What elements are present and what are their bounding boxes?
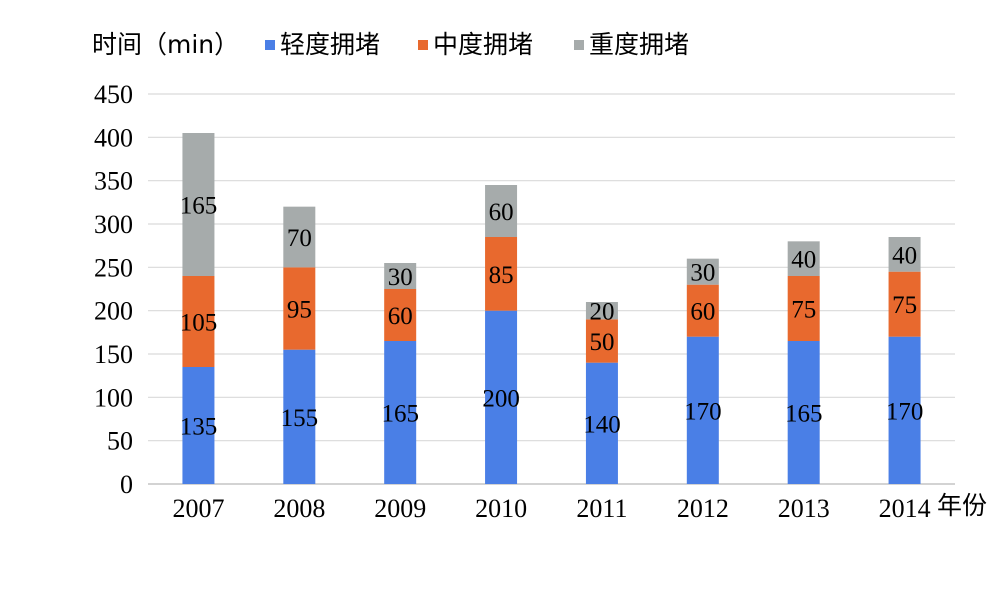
bar-moderate-2014 bbox=[888, 271, 921, 337]
bar-heavy-2011 bbox=[585, 302, 618, 320]
legend-label-heavy: 重度拥堵 bbox=[589, 30, 689, 59]
y-tick-label: 450 bbox=[94, 80, 133, 109]
data-label-heavy-2013: 40 bbox=[791, 247, 816, 274]
y-tick-label: 100 bbox=[94, 383, 133, 412]
data-label-heavy-2007: 165 bbox=[180, 193, 218, 220]
data-label-moderate-2010: 85 bbox=[489, 262, 514, 289]
bar-light-2007 bbox=[182, 367, 215, 484]
data-label-light-2011: 140 bbox=[583, 411, 621, 438]
x-tick-label: 2007 bbox=[172, 494, 224, 523]
x-axis-unit: 年份 bbox=[937, 491, 987, 520]
data-label-moderate-2008: 95 bbox=[287, 297, 312, 324]
bar-light-2008 bbox=[283, 349, 316, 484]
bar-moderate-2009 bbox=[384, 289, 417, 341]
bar-heavy-2013 bbox=[787, 241, 820, 276]
x-tick-label: 2010 bbox=[475, 494, 527, 523]
x-axis-ticks: 2007 2008 2009 2010 2011 2012 2013 2014 bbox=[172, 494, 930, 523]
legend: 轻度拥堵 中度拥堵 重度拥堵 bbox=[265, 30, 689, 59]
y-tick-label: 350 bbox=[94, 167, 133, 196]
y-tick-label: 400 bbox=[94, 123, 133, 152]
x-tick-label: 2014 bbox=[879, 494, 931, 523]
data-label-moderate-2012: 60 bbox=[690, 299, 715, 326]
bar-heavy-2012 bbox=[686, 258, 719, 285]
bar-light-2013 bbox=[787, 341, 820, 484]
x-tick-label: 2012 bbox=[677, 494, 729, 523]
data-label-light-2014: 170 bbox=[886, 398, 924, 425]
data-label-moderate-2007: 105 bbox=[180, 310, 218, 337]
data-label-heavy-2012: 30 bbox=[690, 260, 715, 287]
bars bbox=[182, 133, 921, 484]
data-label-light-2012: 170 bbox=[684, 398, 722, 425]
bar-heavy-2009 bbox=[384, 263, 417, 289]
y-tick-label: 0 bbox=[120, 470, 133, 499]
data-label-moderate-2009: 60 bbox=[388, 303, 413, 330]
data-label-moderate-2011: 50 bbox=[589, 329, 614, 356]
bar-light-2014 bbox=[888, 336, 921, 484]
y-axis-title: 时间（min） bbox=[92, 30, 239, 59]
y-tick-label: 150 bbox=[94, 340, 133, 369]
legend-label-light: 轻度拥堵 bbox=[280, 30, 380, 59]
y-tick-label: 300 bbox=[94, 210, 133, 239]
bar-heavy-2008 bbox=[283, 206, 316, 268]
legend-swatch-heavy bbox=[574, 40, 584, 50]
data-label-moderate-2013: 75 bbox=[791, 297, 816, 324]
x-tick-label: 2013 bbox=[778, 494, 830, 523]
bar-heavy-2010 bbox=[485, 185, 518, 237]
bar-moderate-2010 bbox=[485, 237, 518, 311]
data-label-heavy-2011: 20 bbox=[589, 299, 614, 326]
data-label-heavy-2008: 70 bbox=[287, 225, 312, 252]
bar-moderate-2007 bbox=[182, 276, 215, 367]
bar-heavy-2007 bbox=[182, 133, 215, 276]
bar-light-2010 bbox=[485, 310, 518, 484]
data-label-heavy-2010: 60 bbox=[489, 199, 514, 226]
data-label-light-2008: 155 bbox=[281, 405, 319, 432]
data-labels: 135 105 165 155 95 70 165 60 30 200 85 60 140 50 20 170… bbox=[180, 193, 924, 441]
data-label-heavy-2014: 40 bbox=[892, 242, 917, 269]
y-tick-label: 50 bbox=[107, 427, 133, 456]
bar-moderate-2013 bbox=[787, 276, 820, 341]
data-label-moderate-2014: 75 bbox=[892, 292, 917, 319]
bar-moderate-2012 bbox=[686, 284, 719, 337]
bar-moderate-2008 bbox=[283, 267, 316, 350]
x-tick-label: 2008 bbox=[273, 494, 325, 523]
y-axis-ticks: 0 50 100 150 200 250 300 350 400 450 bbox=[94, 80, 133, 499]
bar-light-2011 bbox=[585, 362, 618, 484]
data-label-light-2007: 135 bbox=[180, 414, 218, 441]
data-label-light-2009: 165 bbox=[381, 401, 419, 428]
x-tick-label: 2009 bbox=[374, 494, 426, 523]
y-tick-label: 200 bbox=[94, 297, 133, 326]
bar-light-2012 bbox=[686, 336, 719, 484]
bar-light-2009 bbox=[384, 341, 417, 484]
legend-swatch-light bbox=[265, 40, 275, 50]
data-label-heavy-2009: 30 bbox=[388, 264, 413, 291]
bar-heavy-2014 bbox=[888, 237, 921, 272]
y-tick-label: 250 bbox=[94, 253, 133, 282]
bar-moderate-2011 bbox=[585, 319, 618, 363]
data-label-light-2013: 165 bbox=[785, 401, 823, 428]
legend-swatch-moderate bbox=[418, 40, 428, 50]
x-tick-label: 2011 bbox=[576, 494, 627, 523]
data-label-light-2010: 200 bbox=[482, 385, 520, 412]
legend-label-moderate: 中度拥堵 bbox=[433, 30, 533, 59]
gridlines bbox=[148, 93, 955, 485]
